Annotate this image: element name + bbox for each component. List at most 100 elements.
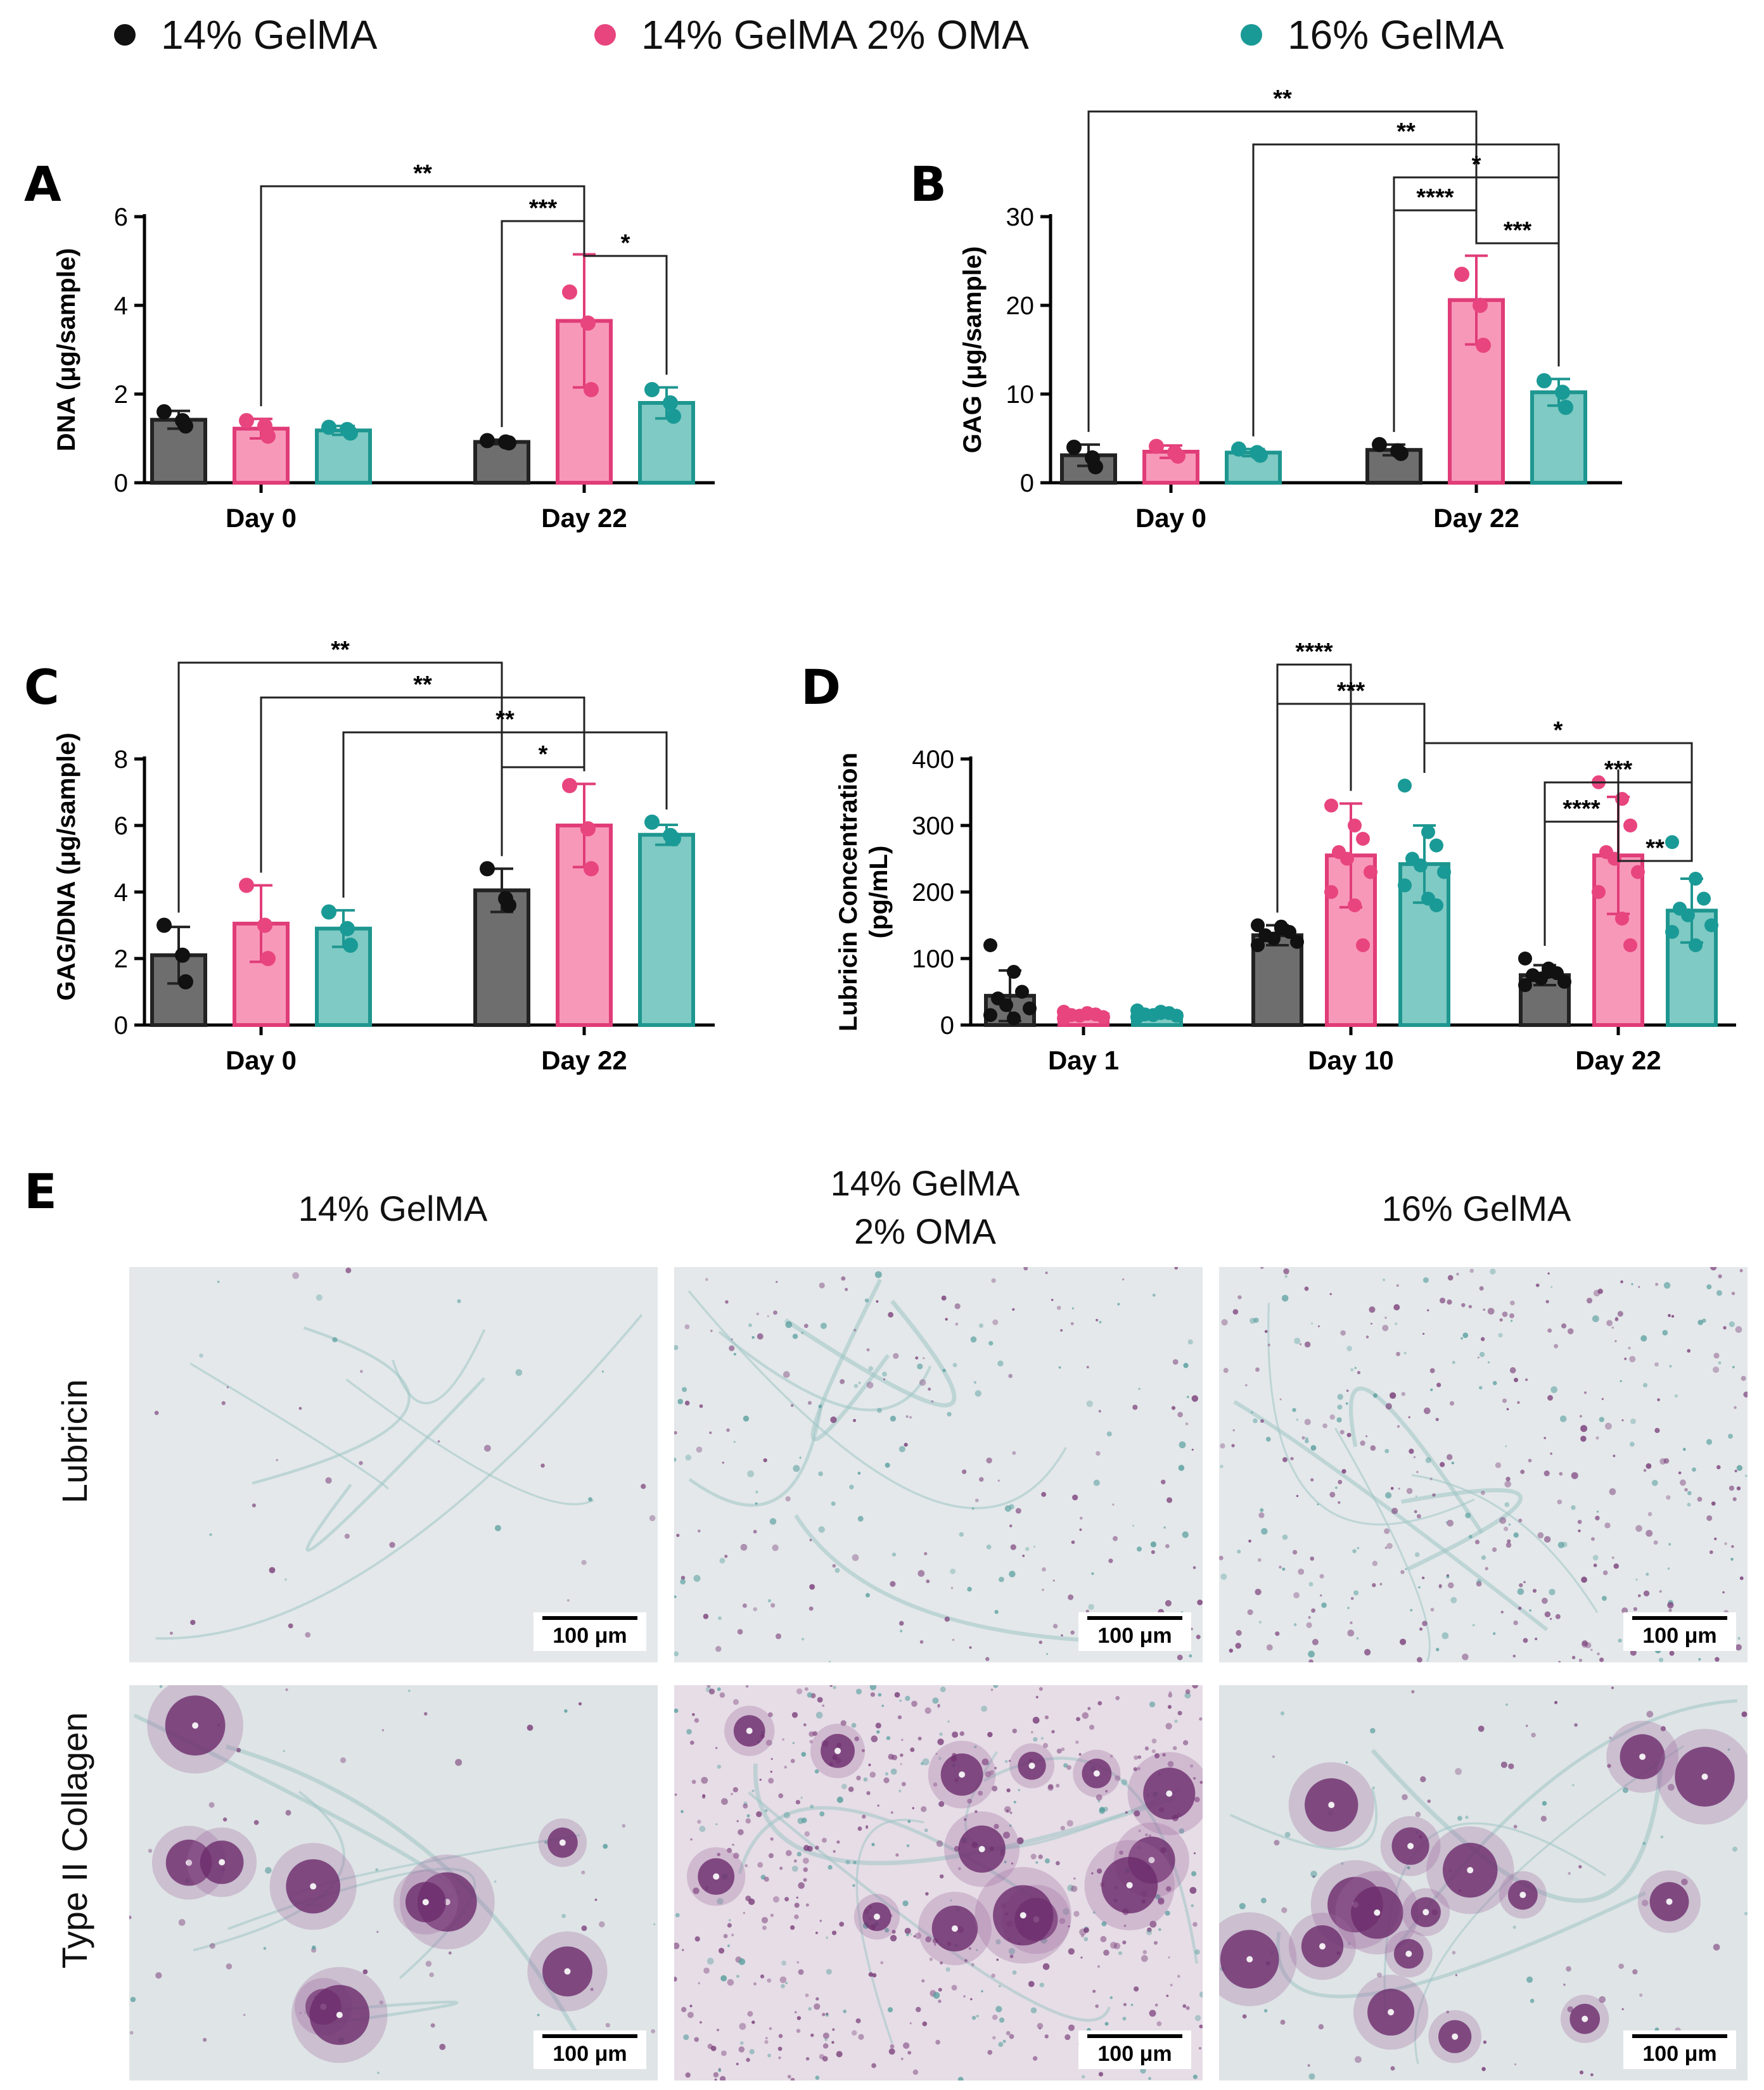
y-tick-label: 0 (114, 469, 128, 497)
cell-lacuna (186, 1859, 193, 1866)
data-point (321, 904, 336, 920)
stain-speck (561, 1913, 566, 1918)
stain-speck (1732, 1497, 1737, 1501)
stain-speck (795, 1800, 800, 1805)
stain-speck (1354, 2056, 1362, 2063)
stain-speck (796, 1896, 798, 1899)
stain-speck (1150, 1541, 1157, 1548)
stain-speck (1477, 1356, 1480, 1359)
stain-speck (1099, 1320, 1102, 1324)
stain-speck (1613, 1455, 1616, 1457)
stain-speck (649, 1515, 656, 1522)
y-axis-label: GAG (μg/sample) (959, 246, 987, 454)
stain-speck (803, 1323, 808, 1329)
stain-speck (674, 1708, 679, 1713)
stain-speck (1687, 1491, 1692, 1496)
stain-speck (987, 2049, 993, 2055)
stain-speck (703, 1614, 709, 1619)
stain-speck (1035, 1695, 1039, 1698)
stain-speck (1168, 1693, 1173, 1698)
fibre (1334, 1427, 1431, 1662)
data-point (1615, 912, 1629, 926)
cell-lacuna (1666, 1898, 1673, 1905)
cell-lacuna (1519, 1892, 1526, 1899)
stain-speck (1132, 1405, 1138, 1410)
data-point (1324, 885, 1338, 899)
stain-speck (764, 1809, 768, 1813)
stain-speck (1336, 1417, 1342, 1423)
cell-lacuna (746, 1728, 753, 1735)
stain-speck (779, 1866, 783, 1870)
stain-speck (974, 1745, 977, 1749)
stain-speck (1614, 1340, 1617, 1342)
stain-speck (866, 1348, 870, 1352)
stain-speck (815, 1997, 819, 2001)
stain-speck (1039, 1640, 1043, 1645)
stain-speck (1231, 1444, 1235, 1448)
stain-speck (1004, 1505, 1012, 1512)
stain-speck (564, 1709, 568, 1713)
stain-speck (1416, 1470, 1419, 1474)
stain-speck (797, 1818, 804, 1825)
stain-speck (700, 2021, 702, 2024)
stain-speck (1163, 1526, 1166, 1529)
micrograph-lubricin-1: 100 μm (129, 1267, 658, 1662)
stain-speck (1346, 1432, 1352, 1437)
data-point (1253, 447, 1268, 463)
stain-speck (1171, 1406, 1176, 1410)
stain-speck (935, 2039, 940, 2045)
stain-speck (1061, 1634, 1063, 1637)
data-point (1473, 298, 1488, 313)
stain-speck (1744, 1911, 1748, 1916)
stain-speck (1401, 1392, 1406, 1396)
stain-speck (970, 1998, 973, 2001)
scale-bar-label: 100 μm (1642, 2042, 1717, 2066)
stain-speck (1260, 1419, 1264, 1424)
stain-speck (1668, 1314, 1671, 1317)
stain-speck (1304, 1286, 1309, 1291)
stain-speck (957, 1867, 961, 1871)
stain-speck (1045, 1271, 1048, 1275)
stain-speck (1414, 1552, 1420, 1557)
stain-speck (684, 1400, 690, 1406)
stain-speck (1421, 1576, 1425, 1579)
stain-speck (1006, 1788, 1011, 1793)
stain-speck (1193, 1776, 1196, 1780)
stain-speck (169, 1631, 173, 1635)
stain-speck (1642, 1842, 1646, 1845)
stain-speck (1528, 1458, 1532, 1463)
stain-speck (1741, 1375, 1746, 1381)
stain-speck (1697, 1320, 1704, 1325)
stain-speck (1479, 1286, 1484, 1291)
stain-speck (1422, 1621, 1428, 1626)
stain-speck (764, 2040, 769, 2044)
fibre (304, 2000, 459, 2025)
stain-speck (1722, 1591, 1725, 1594)
data-point (239, 877, 254, 893)
stain-speck (1639, 1993, 1643, 1997)
stain-speck (1655, 1282, 1658, 1286)
stain-speck (1070, 1630, 1075, 1635)
stain-speck (682, 1387, 687, 1392)
stain-speck (1275, 1631, 1280, 1636)
stain-speck (1294, 1337, 1301, 1344)
data-point (562, 284, 577, 300)
stain-speck (209, 1942, 215, 1949)
stain-speck (1122, 2017, 1127, 2021)
stain-speck (1549, 1617, 1552, 1621)
stain-speck (1624, 1357, 1627, 1360)
stain-speck (1308, 1659, 1313, 1662)
stain-speck (1350, 1368, 1354, 1372)
stain-speck (770, 1837, 774, 1841)
stain-speck (1415, 1811, 1421, 1818)
stain-speck (1540, 1816, 1547, 1822)
stain-speck (537, 2013, 540, 2017)
x-tick-label: Day 22 (1433, 503, 1519, 533)
stain-speck (1448, 1582, 1454, 1589)
data-point (644, 382, 660, 397)
stain-speck (746, 2058, 750, 2062)
stain-speck (1097, 1965, 1101, 1968)
stain-speck (1606, 1320, 1613, 1327)
